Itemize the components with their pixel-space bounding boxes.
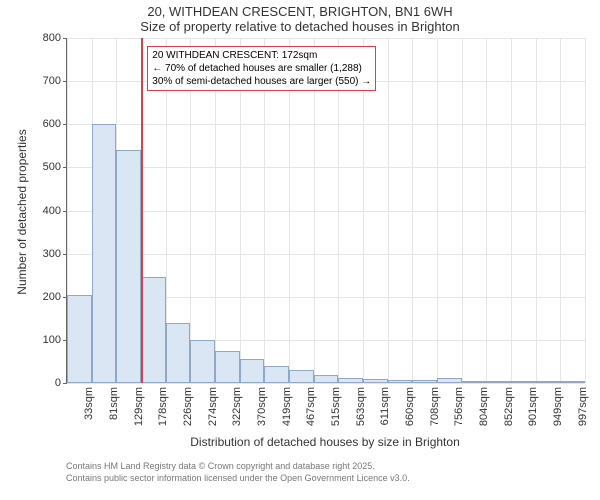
- histogram-bar: [116, 150, 141, 383]
- y-tick-label: 0: [55, 377, 61, 389]
- gridline-vertical: [388, 38, 389, 383]
- y-tick-label: 500: [43, 161, 61, 173]
- x-tick-label: 901sqm: [527, 387, 539, 426]
- x-tick-label: 515sqm: [330, 387, 342, 426]
- x-tick-label: 322sqm: [231, 387, 243, 426]
- x-tick-label: 611sqm: [379, 387, 391, 425]
- histogram-bar: [190, 340, 215, 383]
- gridline-vertical: [486, 38, 487, 383]
- x-tick-label: 33sqm: [83, 387, 95, 420]
- histogram-bar: [511, 381, 536, 383]
- x-tick-label: 178sqm: [157, 387, 169, 426]
- chart-title-line1: 20, WITHDEAN CRESCENT, BRIGHTON, BN1 6WH: [0, 4, 600, 19]
- histogram-bar: [92, 124, 117, 383]
- x-tick-label: 949sqm: [552, 387, 564, 426]
- gridline-horizontal: [67, 211, 585, 212]
- annotation-line: ← 70% of detached houses are smaller (1,…: [152, 62, 371, 75]
- x-tick-label: 708sqm: [429, 387, 441, 426]
- gridline-vertical: [412, 38, 413, 383]
- x-tick-label: 274sqm: [207, 387, 219, 426]
- annotation-box: 20 WITHDEAN CRESCENT: 172sqm← 70% of det…: [147, 46, 376, 91]
- gridline-horizontal: [67, 167, 585, 168]
- y-tick-mark: [63, 383, 67, 384]
- gridline-vertical: [511, 38, 512, 383]
- y-axis-label: Number of detached properties: [15, 112, 29, 312]
- histogram-bar: [289, 370, 314, 383]
- x-tick-label: 852sqm: [503, 387, 515, 426]
- footer-line-1: Contains HM Land Registry data © Crown c…: [66, 461, 375, 471]
- x-tick-label: 997sqm: [577, 387, 589, 426]
- histogram-bar: [67, 295, 92, 383]
- y-tick-label: 100: [43, 334, 61, 346]
- chart-container: 20, WITHDEAN CRESCENT, BRIGHTON, BN1 6WH…: [0, 0, 600, 500]
- x-tick-label: 81sqm: [108, 387, 120, 420]
- histogram-bar: [412, 380, 437, 383]
- gridline-vertical: [585, 38, 586, 383]
- annotation-line: 30% of semi-detached houses are larger (…: [152, 75, 371, 88]
- y-tick-label: 400: [43, 205, 61, 217]
- y-tick-label: 600: [43, 118, 61, 130]
- x-tick-label: 370sqm: [256, 387, 268, 426]
- x-tick-label: 756sqm: [453, 387, 465, 426]
- histogram-bar: [536, 381, 561, 383]
- gridline-horizontal: [67, 254, 585, 255]
- x-axis-label: Distribution of detached houses by size …: [66, 435, 584, 449]
- chart-title-line2: Size of property relative to detached ho…: [0, 19, 600, 34]
- footer-line-2: Contains public sector information licen…: [66, 473, 410, 483]
- gridline-horizontal: [67, 383, 585, 384]
- histogram-bar: [560, 381, 585, 383]
- annotation-line: 20 WITHDEAN CRESCENT: 172sqm: [152, 49, 371, 62]
- y-tick-label: 800: [43, 32, 61, 44]
- histogram-bar: [462, 381, 487, 383]
- histogram-bar: [486, 381, 511, 383]
- histogram-bar: [264, 366, 289, 383]
- gridline-horizontal: [67, 38, 585, 39]
- x-tick-label: 804sqm: [478, 387, 490, 426]
- histogram-bar: [141, 277, 166, 383]
- gridline-vertical: [536, 38, 537, 383]
- reference-marker-line: [141, 38, 143, 383]
- histogram-bar: [166, 323, 191, 383]
- histogram-bar: [363, 379, 388, 383]
- gridline-vertical: [462, 38, 463, 383]
- x-tick-label: 467sqm: [305, 387, 317, 426]
- y-tick-label: 200: [43, 291, 61, 303]
- histogram-bar: [215, 351, 240, 383]
- x-tick-label: 226sqm: [182, 387, 194, 426]
- y-tick-label: 700: [43, 75, 61, 87]
- x-tick-label: 563sqm: [355, 387, 367, 426]
- histogram-bar: [437, 378, 462, 383]
- x-tick-label: 129sqm: [133, 387, 145, 426]
- gridline-vertical: [560, 38, 561, 383]
- y-tick-label: 300: [43, 248, 61, 260]
- histogram-bar: [240, 359, 265, 383]
- histogram-bar: [388, 380, 413, 383]
- gridline-horizontal: [67, 124, 585, 125]
- histogram-bar: [314, 375, 339, 383]
- gridline-vertical: [437, 38, 438, 383]
- plot-area: 010020030040050060070080033sqm81sqm129sq…: [66, 38, 585, 384]
- x-tick-label: 660sqm: [404, 387, 416, 426]
- histogram-bar: [338, 378, 363, 383]
- x-tick-label: 419sqm: [281, 387, 293, 426]
